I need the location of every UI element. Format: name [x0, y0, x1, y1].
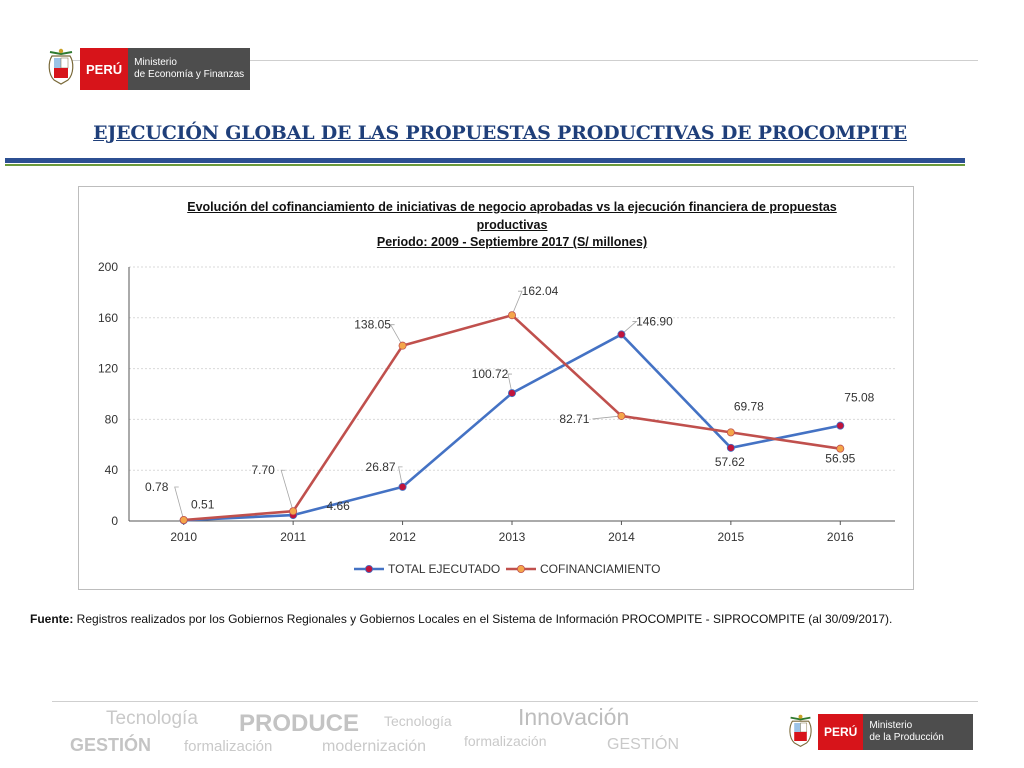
- ministry-line-1: Ministerio: [869, 720, 913, 731]
- x-tick-label: 2011: [280, 530, 306, 544]
- chart-frame: [78, 186, 914, 590]
- ministry-line-1: Ministerio: [134, 57, 177, 68]
- data-point: [398, 482, 407, 491]
- x-tick-label: 2015: [718, 530, 745, 544]
- x-tick-label: 2014: [608, 530, 635, 544]
- legend-label: TOTAL EJECUTADO: [388, 562, 500, 576]
- data-label: 57.62: [715, 455, 745, 469]
- data-point: [179, 516, 188, 525]
- watermark-word: modernización: [322, 738, 427, 755]
- data-label: 162.04: [522, 284, 559, 298]
- chart-legend: TOTAL EJECUTADO COFINANCIAMIENTO: [354, 562, 660, 576]
- produce-logo: PERÚ Ministerio de la Producción: [787, 714, 974, 750]
- chart-title-line-1: Evolución del cofinanciamiento de inicia…: [187, 200, 837, 214]
- x-tick-label: 2016: [827, 530, 854, 544]
- data-label: 4.66: [326, 499, 350, 513]
- chart-series-lines: [183, 313, 841, 522]
- mef-logo: PERÚ Ministerio de Economía y Finanzas: [46, 48, 251, 90]
- legend-swatch-marker: [517, 565, 526, 574]
- series-line-total-ejecutado: [183, 333, 841, 522]
- data-label: 7.70: [251, 463, 275, 477]
- label-leader: [174, 486, 185, 521]
- data-label: 26.87: [366, 460, 396, 474]
- data-point: [617, 411, 626, 420]
- peru-label: PERÚ: [80, 48, 129, 90]
- watermark-word: Tecnología: [384, 713, 452, 729]
- data-point: [726, 428, 735, 437]
- y-tick-label: 0: [111, 514, 118, 528]
- label-leader: [621, 321, 638, 335]
- chart-title-line-2: productivas: [476, 218, 548, 232]
- data-label: 100.72: [472, 367, 509, 381]
- watermark-word: Innovación: [518, 704, 630, 730]
- data-point: [398, 341, 407, 350]
- title-band-blue: [5, 158, 965, 163]
- data-label: 75.08: [844, 391, 874, 405]
- label-leader: [511, 290, 523, 316]
- x-tick-label: 2013: [499, 530, 526, 544]
- y-tick-label: 160: [98, 311, 118, 325]
- header-divider: [52, 60, 978, 61]
- ministry-line-2: de la Producción: [869, 732, 944, 743]
- page-title: EJECUCIÓN GLOBAL DE LAS PROPUESTAS PRODU…: [93, 122, 907, 144]
- ministry-name: Ministerio de Economía y Finanzas: [128, 48, 251, 90]
- peru-label: PERÚ: [818, 714, 864, 750]
- chart-data-labels: 0.51 4.66 26.87 100.72 146.90 57.62 75.08 0.78 7…: [145, 284, 875, 513]
- label-leader: [592, 415, 622, 420]
- x-tick-label: 2012: [389, 530, 416, 544]
- watermark-word: GESTIÓN: [607, 736, 680, 753]
- watermark-word: GESTIÓN: [70, 735, 152, 755]
- data-point: [836, 421, 845, 430]
- chart-title-line-3: Periodo: 2009 - Septiembre 2017 (S/ mill…: [376, 235, 648, 249]
- chart-axes: 0 40 80 120 160 200 2010 2011 2012 2013 2014 2015 20…: [98, 260, 895, 544]
- ministry-name: Ministerio de la Producción: [863, 714, 974, 750]
- y-tick-label: 40: [105, 463, 119, 477]
- watermark-word: Tecnología: [106, 708, 198, 729]
- data-label: 0.78: [145, 480, 169, 494]
- series-line-cofinanciamiento: [183, 313, 841, 522]
- legend-label: COFINANCIAMIENTO: [540, 562, 660, 576]
- title-band-green: [5, 164, 965, 166]
- footer-divider: [52, 701, 978, 702]
- data-label: 69.78: [734, 399, 764, 413]
- label-leader: [398, 466, 403, 487]
- data-label: 56.95: [825, 452, 855, 466]
- data-point: [507, 311, 516, 320]
- data-point: [726, 443, 735, 452]
- watermark-word: PRODUCE: [239, 710, 360, 737]
- y-tick-label: 80: [105, 412, 119, 426]
- chart-points: [179, 311, 845, 525]
- data-label: 138.05: [354, 318, 391, 332]
- data-point: [836, 444, 845, 453]
- peru-coat-of-arms-icon: [48, 48, 74, 85]
- data-label: 0.51: [191, 497, 215, 511]
- label-leader: [280, 469, 294, 512]
- label-leader: [507, 373, 513, 394]
- x-tick-label: 2010: [170, 530, 197, 544]
- footnote-text: Registros realizados por los Gobiernos R…: [73, 612, 893, 626]
- data-point: [617, 330, 626, 339]
- legend-swatch-marker: [364, 565, 373, 574]
- peru-coat-of-arms-icon: [789, 714, 812, 748]
- y-tick-label: 120: [98, 362, 118, 376]
- chart-label-leaders: [174, 290, 638, 521]
- data-label: 82.71: [559, 412, 589, 426]
- y-tick-label: 200: [98, 260, 118, 274]
- data-point: [507, 389, 516, 398]
- ministry-line-2: de Economía y Finanzas: [134, 69, 245, 80]
- data-label: 146.90: [636, 314, 673, 328]
- data-point: [289, 507, 298, 516]
- watermark-word: formalización: [464, 733, 547, 749]
- watermark-word: formalización: [184, 738, 273, 755]
- source-footnote: Fuente: Registros realizados por los Gob…: [30, 612, 892, 626]
- footnote-label: Fuente:: [30, 612, 74, 626]
- label-leader: [389, 324, 403, 346]
